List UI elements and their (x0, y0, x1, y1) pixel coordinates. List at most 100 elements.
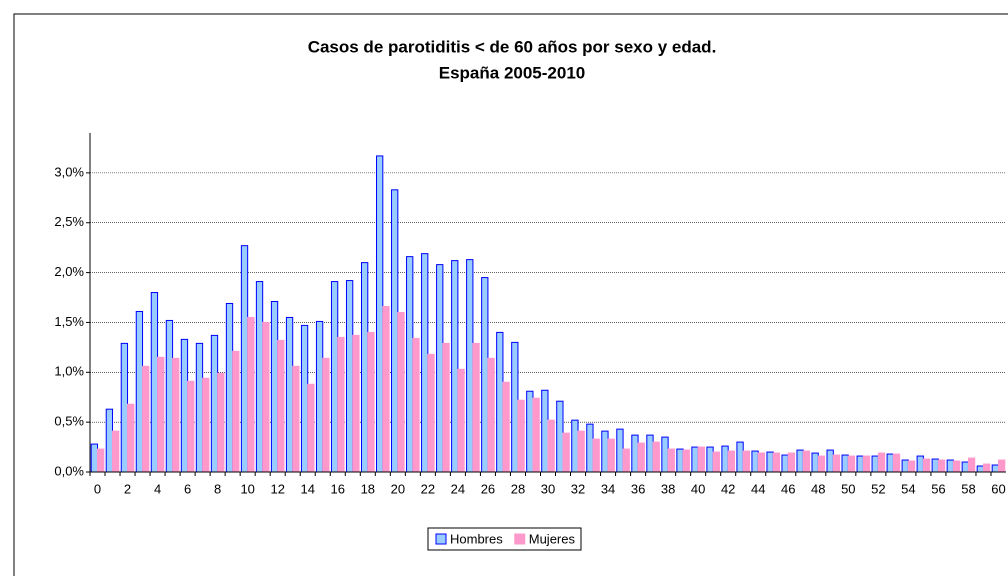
bar (541, 389, 549, 473)
bar (270, 301, 279, 473)
x-tick-label: 6 (184, 481, 191, 496)
bar (862, 455, 871, 473)
bar (255, 281, 264, 473)
x-tick-label: 26 (481, 481, 495, 496)
x-tick-label: 32 (571, 481, 585, 496)
y-tick-label: 0,0% (54, 463, 84, 478)
bar (376, 155, 384, 473)
x-tick-label: 42 (721, 481, 735, 496)
bar (382, 305, 390, 473)
bar (811, 452, 819, 473)
legend-swatch (514, 533, 526, 545)
bar (766, 451, 774, 473)
bar (532, 397, 540, 473)
bar (847, 455, 856, 473)
bar (406, 256, 414, 473)
bar (787, 452, 796, 473)
bar (901, 459, 909, 473)
chart-title: España 2005-2010 (439, 63, 586, 82)
x-tick-label: 40 (691, 481, 705, 496)
bar (285, 316, 294, 473)
bar (916, 455, 924, 473)
x-tick-label: 30 (541, 481, 555, 496)
bar (997, 459, 1006, 473)
bar (451, 260, 459, 473)
bar (315, 320, 324, 473)
bar (562, 432, 570, 473)
bar (571, 419, 579, 473)
x-tick-label: 2 (124, 481, 131, 496)
bar (487, 357, 495, 473)
bar (817, 455, 826, 473)
bar (682, 449, 690, 473)
bar (937, 459, 946, 473)
bar (652, 441, 660, 473)
bar (661, 436, 669, 473)
bar (967, 457, 976, 473)
x-tick-label: 34 (601, 481, 615, 496)
bar (742, 450, 751, 473)
bar (736, 441, 744, 473)
legend-label: Hombres (450, 531, 503, 546)
bar (427, 353, 435, 473)
bar (697, 446, 705, 473)
bar (841, 454, 849, 473)
x-tick-label: 52 (871, 481, 885, 496)
bar (886, 453, 894, 473)
bar (952, 460, 961, 473)
bar (991, 464, 999, 473)
bar (622, 448, 630, 473)
bar (337, 336, 345, 473)
bar (826, 449, 834, 473)
bar (202, 377, 210, 473)
bar (667, 448, 675, 473)
bar (892, 453, 901, 473)
bar (556, 400, 564, 473)
bar (856, 455, 864, 473)
chart-title: Casos de parotiditis < de 60 años por se… (308, 37, 717, 56)
bar (577, 430, 585, 473)
x-tick-label: 16 (331, 481, 345, 496)
x-tick-label: 58 (961, 481, 975, 496)
bar (442, 342, 450, 473)
bar (832, 454, 841, 473)
bar (457, 368, 465, 473)
x-tick-label: 46 (781, 481, 795, 496)
bar (187, 380, 195, 473)
bar (225, 302, 234, 473)
bar (330, 281, 339, 473)
x-tick-label: 22 (421, 481, 435, 496)
bar (142, 365, 150, 473)
legend-box (427, 527, 582, 551)
bar (706, 446, 714, 473)
x-tick-label: 36 (631, 481, 645, 496)
bar (592, 438, 600, 473)
bar (877, 452, 886, 473)
x-tick-label: 12 (270, 481, 284, 496)
bar (472, 342, 480, 473)
x-tick-label: 18 (361, 481, 375, 496)
bar (496, 331, 504, 473)
bar (195, 342, 204, 473)
x-tick-label: 20 (391, 481, 405, 496)
x-tick-label: 0 (94, 481, 101, 496)
y-tick-label: 0,5% (54, 414, 84, 429)
bar (781, 454, 789, 473)
bar (240, 245, 249, 473)
y-tick-label: 2,0% (54, 264, 84, 279)
x-tick-label: 14 (301, 481, 315, 496)
bar (300, 324, 309, 473)
bar (481, 277, 489, 473)
bar (367, 331, 375, 473)
legend-swatch (435, 533, 447, 545)
x-tick-label: 38 (661, 481, 675, 496)
bar (646, 434, 654, 473)
bar (157, 356, 165, 473)
x-tick-label: 50 (841, 481, 855, 496)
x-tick-label: 4 (154, 481, 161, 496)
bar (172, 357, 180, 473)
x-tick-label: 48 (811, 481, 825, 496)
bar (180, 338, 189, 473)
bar (982, 463, 991, 473)
